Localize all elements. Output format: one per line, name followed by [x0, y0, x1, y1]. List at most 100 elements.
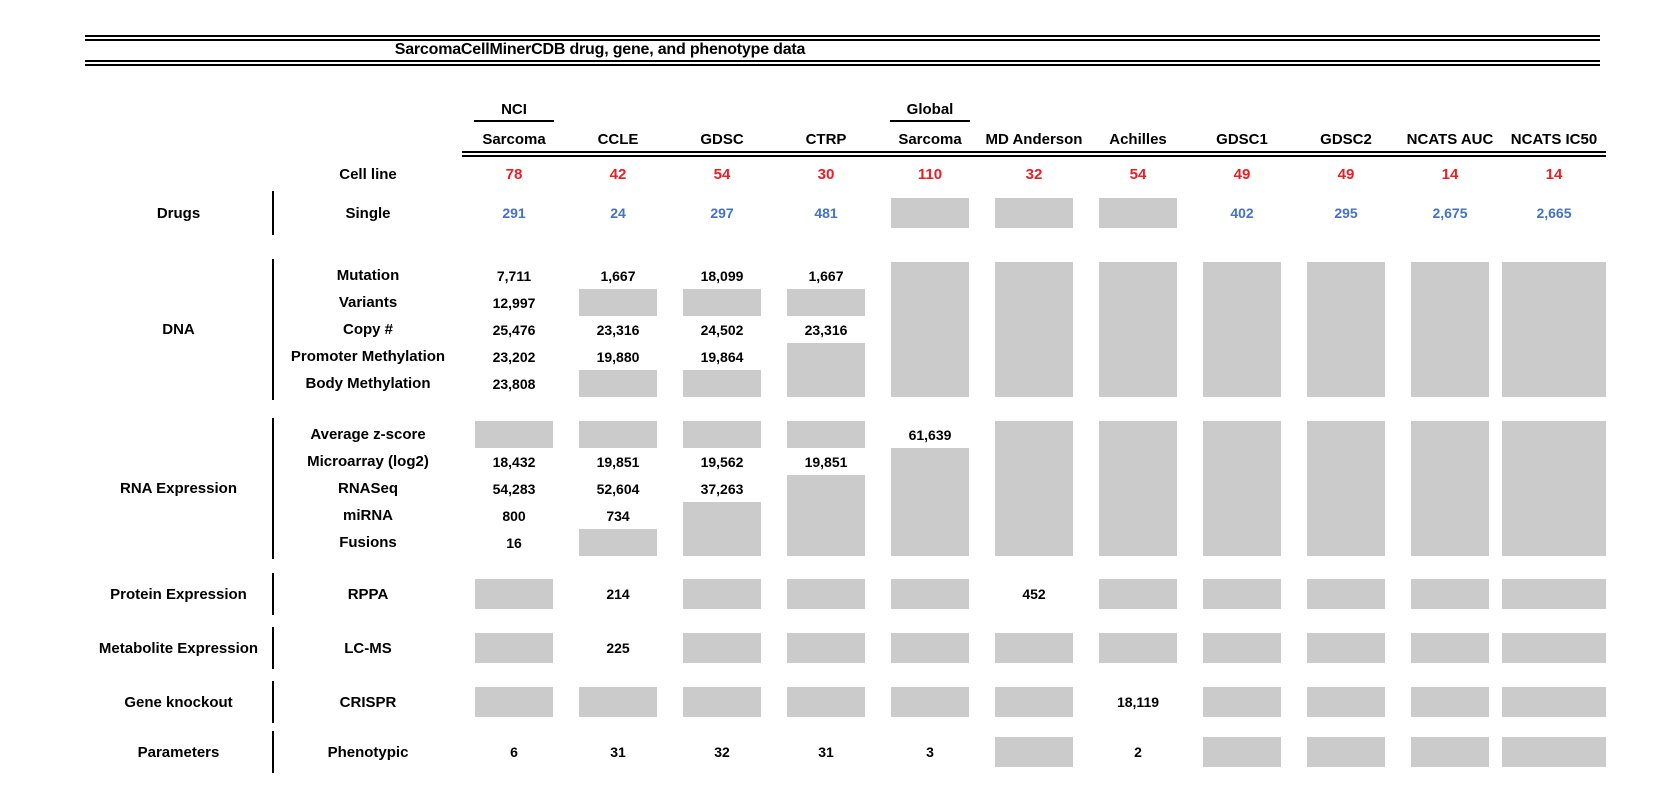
- missing-data-box: [683, 687, 761, 717]
- data-value: 225: [606, 640, 630, 656]
- data-value: 452: [1022, 586, 1046, 602]
- data-cell: [878, 370, 982, 397]
- data-cell: [1398, 448, 1502, 475]
- data-cell: [982, 289, 1086, 316]
- missing-data-box: [1307, 737, 1385, 767]
- data-cell: [1502, 448, 1606, 475]
- data-cell: 24: [566, 194, 670, 232]
- data-cell: [1190, 421, 1294, 448]
- data-cell: [1086, 370, 1190, 397]
- missing-data-box: [1502, 448, 1606, 475]
- data-cell: 18,119: [1086, 684, 1190, 720]
- data-cell: [1294, 343, 1398, 370]
- column-header: NCATS AUC: [1406, 131, 1494, 148]
- cell-line-count-value: 14: [1545, 165, 1563, 183]
- cell-line-count-value: 78: [505, 165, 523, 183]
- column-header: GDSC1: [1216, 131, 1268, 148]
- missing-data-box: [1099, 502, 1177, 529]
- missing-data-box: [995, 687, 1073, 717]
- data-value: 291: [502, 205, 526, 221]
- cell-line-count: 14: [1398, 161, 1502, 187]
- missing-data-box: [1502, 316, 1606, 343]
- missing-data-box: [995, 448, 1073, 475]
- data-row: CRISPR 18,119: [85, 684, 1606, 720]
- data-cell: [1502, 343, 1606, 370]
- data-cell: [1502, 421, 1606, 448]
- cell-line-count: 78: [462, 161, 566, 187]
- missing-data-box: [1307, 316, 1385, 343]
- missing-data-box: [1502, 633, 1606, 663]
- data-cell: 16: [462, 529, 566, 556]
- missing-data-box: [1203, 370, 1281, 397]
- missing-data-box: [579, 687, 657, 717]
- category-divider-line: [272, 418, 274, 559]
- data-cell: 12,997: [462, 289, 566, 316]
- data-value: 214: [606, 586, 630, 602]
- missing-data-box: [787, 343, 865, 370]
- category-label: Metabolite Expression: [98, 639, 259, 657]
- data-cell: [1190, 684, 1294, 720]
- data-value: 295: [1334, 205, 1358, 221]
- missing-data-box: [1203, 687, 1281, 717]
- missing-data-box: [683, 502, 761, 529]
- data-row: Fusions 16: [85, 529, 1606, 556]
- data-value: 24: [610, 205, 626, 221]
- missing-data-box: [1307, 421, 1385, 448]
- missing-data-box: [1411, 343, 1489, 370]
- data-row: Mutation 7,711 1,667 18,099 1,667: [85, 262, 1606, 289]
- missing-data-box: [1203, 737, 1281, 767]
- missing-data-box: [1411, 370, 1489, 397]
- data-cell: [1190, 262, 1294, 289]
- data-cell: [1398, 421, 1502, 448]
- missing-data-box: [1502, 502, 1606, 529]
- missing-data-box: [1307, 475, 1385, 502]
- missing-data-box: [1502, 475, 1606, 502]
- data-cell: [462, 630, 566, 666]
- data-cell: [774, 502, 878, 529]
- data-cell: [566, 529, 670, 556]
- data-cell: 225: [566, 630, 670, 666]
- data-cell: 1,667: [566, 262, 670, 289]
- data-cell: [982, 502, 1086, 529]
- data-cell: 54,283: [462, 475, 566, 502]
- data-value: 2,675: [1432, 205, 1468, 221]
- data-cell: [1398, 343, 1502, 370]
- missing-data-box: [1502, 579, 1606, 609]
- category-label: Gene knockout: [124, 693, 233, 711]
- data-cell: [982, 734, 1086, 770]
- data-cell: [878, 448, 982, 475]
- column-header: CTRP: [805, 131, 847, 148]
- category-divider-line: [272, 627, 274, 669]
- data-cell: [1086, 448, 1190, 475]
- missing-data-box: [1307, 448, 1385, 475]
- data-cell: [1502, 370, 1606, 397]
- data-value: 19,851: [596, 453, 640, 470]
- column-header: MD Anderson: [985, 131, 1083, 148]
- missing-data-box: [1099, 529, 1177, 556]
- data-cell: [1190, 734, 1294, 770]
- data-cell: [1502, 262, 1606, 289]
- data-row: RNASeq 54,283 52,604 37,263: [85, 475, 1606, 502]
- column-header: GDSC2: [1320, 131, 1372, 148]
- row-label: Phenotypic: [327, 743, 409, 761]
- missing-data-box: [1203, 343, 1281, 370]
- missing-data-box: [1099, 579, 1177, 609]
- missing-data-box: [1502, 289, 1606, 316]
- data-cell: 61,639: [878, 421, 982, 448]
- category-divider-line: [272, 191, 274, 235]
- data-cell: [1398, 576, 1502, 612]
- cell-line-row: Cell line 78 42 54 30 110 32 54 49 49 14 14: [85, 161, 1606, 187]
- row-label: Average z-score: [310, 426, 426, 443]
- row-label: Promoter Methylation: [290, 348, 446, 365]
- missing-data-box: [1099, 421, 1177, 448]
- data-cell: [670, 529, 774, 556]
- data-cell: [982, 529, 1086, 556]
- data-cell: [566, 289, 670, 316]
- data-cell: [1086, 475, 1190, 502]
- data-cell: [982, 194, 1086, 232]
- row-label: Body Methylation: [305, 375, 431, 392]
- missing-data-box: [683, 421, 761, 448]
- data-cell: 481: [774, 194, 878, 232]
- column-group-row: NCI Global: [85, 94, 1606, 122]
- data-cell: [1502, 316, 1606, 343]
